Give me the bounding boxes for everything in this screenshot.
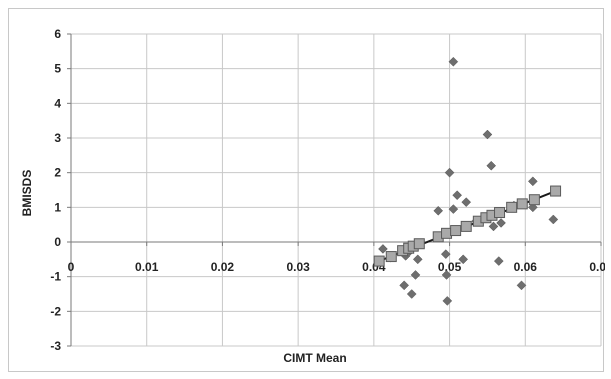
fitted-point [385,251,397,263]
fitted-point [413,238,425,250]
observed-point [441,270,452,280]
y-tick-label: -2 [50,304,61,318]
fitted-point [528,194,540,206]
y-tick-label: 3 [54,131,61,145]
observed-point [399,280,409,291]
x-tick-label: 0.01 [135,260,159,274]
grid-lines [70,33,602,347]
observed-point [406,289,417,299]
y-tick-label: 1 [54,200,61,214]
axes [67,33,602,347]
y-tick-label: 6 [54,27,61,41]
fitted-point [506,201,518,213]
x-tick-label: 0.07 [589,260,605,274]
observed-point [412,254,423,265]
observed-point [410,270,421,280]
observed-point [516,280,527,291]
observed-point [493,256,504,266]
observed-point [488,221,499,232]
y-tick-label: -1 [50,270,61,284]
y-tick-label: 0 [54,235,61,249]
x-tick-label: 0.05 [438,260,462,274]
fitted-point [450,225,462,237]
chart-frame: -3 -2 -1 0 1 2 3 4 5 6 0 0.01 0.02 0.03 0.04 0.05 0.06 0.… [8,8,605,372]
fitted-point [373,255,385,267]
y-tick-label: 2 [54,166,61,180]
fitted-point [550,185,562,197]
x-tick-label: 0.06 [514,260,538,274]
observed-point [458,254,469,265]
x-axis-title: CIMT Mean [283,351,346,365]
observed-point [528,176,538,187]
x-tick-label: 0.02 [211,260,235,274]
observed-point [448,56,459,67]
fitted-point [516,198,528,210]
fitted-point [494,207,506,219]
y-tick-label: -3 [50,339,61,353]
y-tick-label: 5 [54,62,61,76]
observed-point [452,190,462,201]
y-tick-label: 4 [54,96,61,110]
observed-point [486,160,497,171]
observed-point [461,197,472,207]
x-tick-label: 0 [68,260,75,274]
observed-point [440,249,451,259]
observed-point [444,167,455,178]
observed-point [482,129,493,140]
y-axis-title: BMISDS [20,170,34,217]
data-points [373,56,562,306]
observed-point [433,205,444,216]
observed-point [496,218,506,228]
fitted-point [460,220,472,232]
observed-point [442,296,453,306]
x-tick-label: 0.03 [286,260,310,274]
observed-point [448,204,459,214]
fitted-point [441,227,453,239]
observed-point [548,214,559,225]
observed-point [378,244,388,254]
